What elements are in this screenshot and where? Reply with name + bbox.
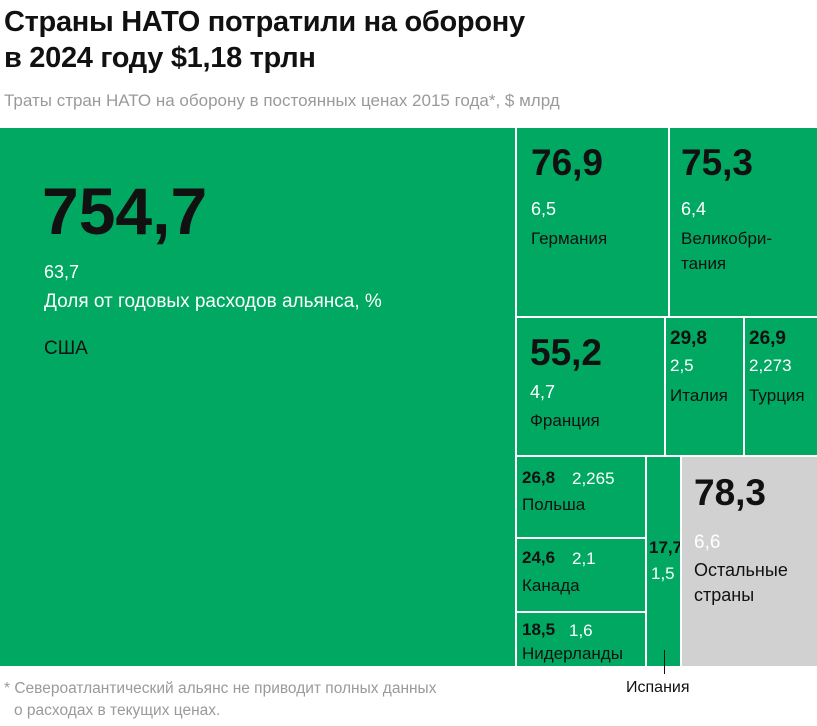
- tile-share: 2,1: [572, 549, 596, 568]
- tile-country-name: Италия: [670, 386, 728, 405]
- tile-country-name: Польша: [522, 495, 586, 514]
- tile-share: 63,7: [44, 262, 80, 282]
- tile-value: 26,9: [749, 328, 786, 349]
- tile-share: 4,7: [530, 382, 556, 402]
- tile-share: 6,5: [531, 199, 557, 219]
- tile-country-name: Турция: [749, 386, 805, 405]
- tile-country-name: Нидерланды: [522, 644, 623, 663]
- tile-value: 75,3: [681, 142, 754, 183]
- tile-value: 78,3: [694, 472, 767, 513]
- footnote-line1: * Североатлантический альянс не приводит…: [4, 680, 437, 697]
- chart-title: Страны НАТО потратили на оборону в 2024 …: [4, 4, 764, 76]
- tile-us: 754,7 63,7 Доля от годовых расходов альянс…: [0, 128, 515, 666]
- tile-germany: 76,9 6,5 Германия: [517, 128, 668, 316]
- tile-value: 29,8: [670, 328, 707, 349]
- tile-poland: 26,8 2,265 Польша: [517, 457, 645, 537]
- spain-callout-label: Испания: [626, 679, 690, 696]
- chart-title-line1: Страны НАТО потратили на оборону: [4, 6, 525, 38]
- tile-country-name: страны: [694, 585, 755, 605]
- tile-value: 76,9: [531, 142, 604, 183]
- tile-share: 2,5: [670, 356, 694, 375]
- tile-canada: 24,6 2,1 Канада: [517, 539, 645, 611]
- tile-country-name: тания: [681, 254, 727, 273]
- tile-value: 26,8: [522, 468, 556, 487]
- tile-share: 1,6: [569, 621, 593, 640]
- tile-value: 24,6: [522, 548, 556, 567]
- tile-share: 1,5: [651, 564, 675, 583]
- tile-country-name: США: [44, 338, 88, 359]
- tile-value: 17,7: [649, 538, 680, 557]
- tile-spain: 17,7 1,5: [647, 457, 680, 666]
- tile-share: 2,273: [749, 356, 792, 375]
- tile-value: 18,5: [522, 620, 556, 639]
- footnote-line2: о расходах в текущих ценах.: [14, 702, 221, 719]
- tile-country-name: Франция: [530, 411, 600, 430]
- tile-uk: 75,3 6,4 Великобри-тания: [670, 128, 817, 316]
- tile-other: 78,3 6,6 Остальные страны: [682, 457, 817, 666]
- tile-share: 6,4: [681, 199, 707, 219]
- tile-country-name: Германия: [531, 229, 608, 248]
- tile-share: 2,265: [572, 469, 615, 488]
- footnote: * Североатлантический альянс не приводит…: [4, 678, 604, 722]
- tile-turkey: 26,9 2,273 Турция: [745, 318, 817, 455]
- tile-value: 754,7: [42, 174, 208, 248]
- tile-netherlands: 18,5 1,6 Нидерланды: [517, 613, 645, 666]
- tile-country-name: Остальные: [694, 560, 788, 580]
- tile-country-name: Великобри-: [681, 229, 773, 248]
- legend-share-note: Доля от годовых расходов альянса, %: [44, 291, 382, 312]
- chart-title-line2: в 2024 году $1,18 трлн: [4, 42, 316, 74]
- tile-share: 6,6: [694, 532, 721, 553]
- tile-country-name: Канада: [522, 576, 580, 595]
- tile-value: 55,2: [530, 332, 603, 373]
- tile-france: 55,2 4,7 Франция: [517, 318, 664, 455]
- chart-subtitle: Траты стран НАТО на оборону в постоянных…: [4, 91, 560, 110]
- tile-italy: 29,8 2,5 Италия: [666, 318, 743, 455]
- spain-callout-line: [664, 650, 665, 674]
